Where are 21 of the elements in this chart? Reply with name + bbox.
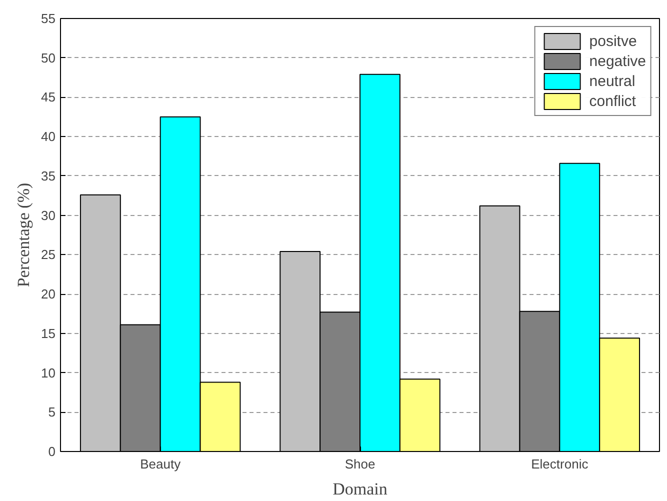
x-tick-label: Shoe	[344, 456, 376, 472]
legend-label: conflict	[589, 92, 636, 110]
legend-label: negative	[589, 52, 646, 70]
y-axis-title: Percentage (%)	[14, 182, 34, 288]
y-tick-label: 25	[41, 247, 56, 262]
y-tick-label: 0	[48, 444, 56, 459]
y-tick-label: 55	[41, 11, 56, 26]
y-tick-label: 10	[41, 365, 56, 380]
x-tick-label: Electronic	[531, 456, 589, 472]
y-tick-label: 20	[41, 286, 56, 302]
x-axis-title: Domain	[332, 480, 388, 498]
y-tick-label: 30	[41, 208, 56, 223]
y-tick-label: 40	[41, 129, 56, 144]
legend-label: positve	[589, 32, 637, 50]
y-tick-label: 45	[41, 90, 56, 105]
y-tick-label: 15	[41, 326, 56, 341]
y-tick-label: 5	[48, 404, 56, 420]
y-tick-label: 50	[41, 50, 56, 66]
y-tick-label: 35	[41, 168, 56, 184]
legend-label: neutral	[589, 72, 636, 90]
x-tick-label: Beauty	[140, 456, 182, 472]
